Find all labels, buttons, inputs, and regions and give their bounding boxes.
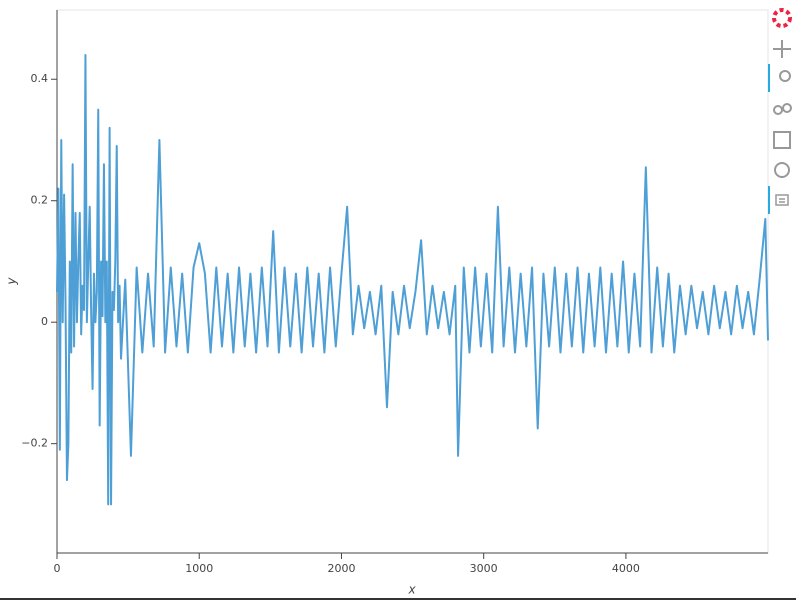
y-tick-label: −0.2	[21, 437, 48, 450]
x-tick-label: 0	[54, 562, 61, 575]
y-tick-label: 0	[41, 315, 48, 328]
toolbar	[768, 8, 792, 214]
x-tick-label: 1000	[185, 562, 213, 575]
x-tick-label: 4000	[612, 562, 640, 575]
y-tick-label: 0.4	[31, 72, 49, 85]
data-line	[56, 53, 769, 506]
wheel-zoom-tool[interactable]	[773, 105, 783, 115]
box-zoom-tool[interactable]	[779, 70, 791, 82]
x-axis-title: x	[407, 583, 416, 597]
x-tick-label: 3000	[470, 562, 498, 575]
active-indicator-2	[768, 186, 770, 214]
wheel-zoom-tool-2[interactable]	[782, 103, 792, 113]
save-tool[interactable]	[773, 131, 791, 149]
y-axis-title: y	[5, 277, 19, 286]
hover-tool[interactable]	[775, 194, 789, 206]
x-tick-label: 2000	[327, 562, 355, 575]
pan-tool[interactable]	[773, 40, 791, 58]
bokeh-logo[interactable]	[772, 8, 792, 28]
active-indicator	[768, 64, 770, 92]
reset-tool[interactable]	[774, 162, 790, 178]
y-tick-label: 0.2	[31, 194, 49, 207]
